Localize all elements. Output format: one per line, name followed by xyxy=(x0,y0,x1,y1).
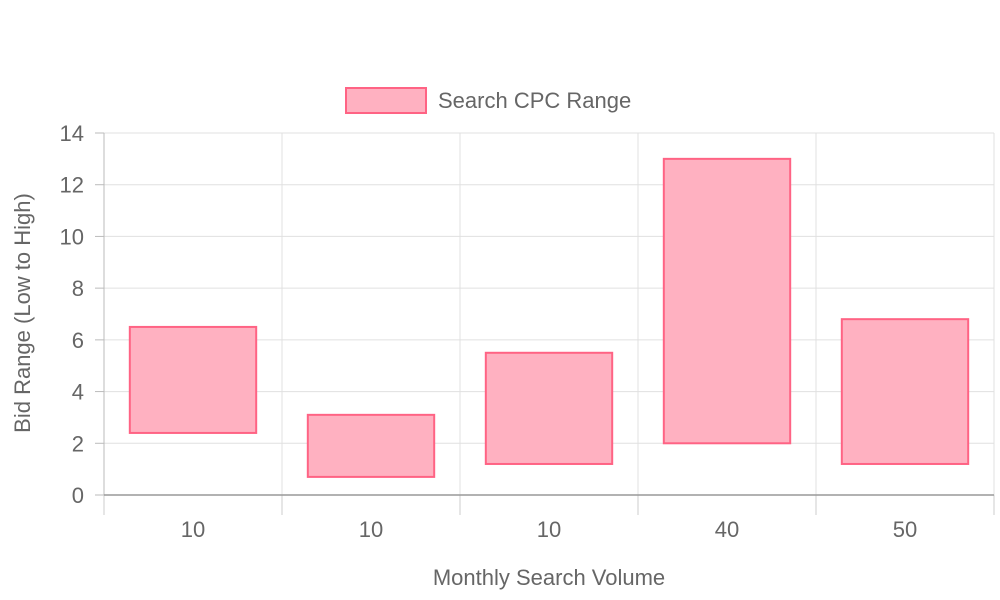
y-tick-label: 14 xyxy=(60,121,84,146)
y-tick-label: 2 xyxy=(72,431,84,456)
bar-4[interactable] xyxy=(662,157,792,445)
y-tick-label: 12 xyxy=(60,173,84,198)
x-tick-label: 50 xyxy=(893,517,917,542)
y-tick-label: 10 xyxy=(60,224,84,249)
bars xyxy=(128,157,970,478)
y-tick-label: 6 xyxy=(72,328,84,353)
legend[interactable]: Search CPC Range xyxy=(345,87,631,114)
legend-swatch[interactable] xyxy=(345,87,427,114)
y-tick-label: 4 xyxy=(72,380,84,405)
x-axis-title: Monthly Search Volume xyxy=(433,565,665,590)
axes: 0 2 4 6 8 10 12 14 10 10 10 40 50 xyxy=(60,121,995,542)
y-axis-title: Bid Range (Low to High) xyxy=(10,193,35,433)
legend-label[interactable]: Search CPC Range xyxy=(438,88,631,113)
y-tick-label: 8 xyxy=(72,276,84,301)
bar-1[interactable] xyxy=(128,325,258,434)
x-tick-label: 40 xyxy=(715,517,739,542)
bar-5[interactable] xyxy=(840,318,970,465)
bar-3[interactable] xyxy=(484,351,614,465)
y-tick-label: 0 xyxy=(72,483,84,508)
bar-2[interactable] xyxy=(306,413,436,478)
x-tick-label: 10 xyxy=(359,517,383,542)
x-tick-label: 10 xyxy=(537,517,561,542)
x-tick-label: 10 xyxy=(181,517,205,542)
